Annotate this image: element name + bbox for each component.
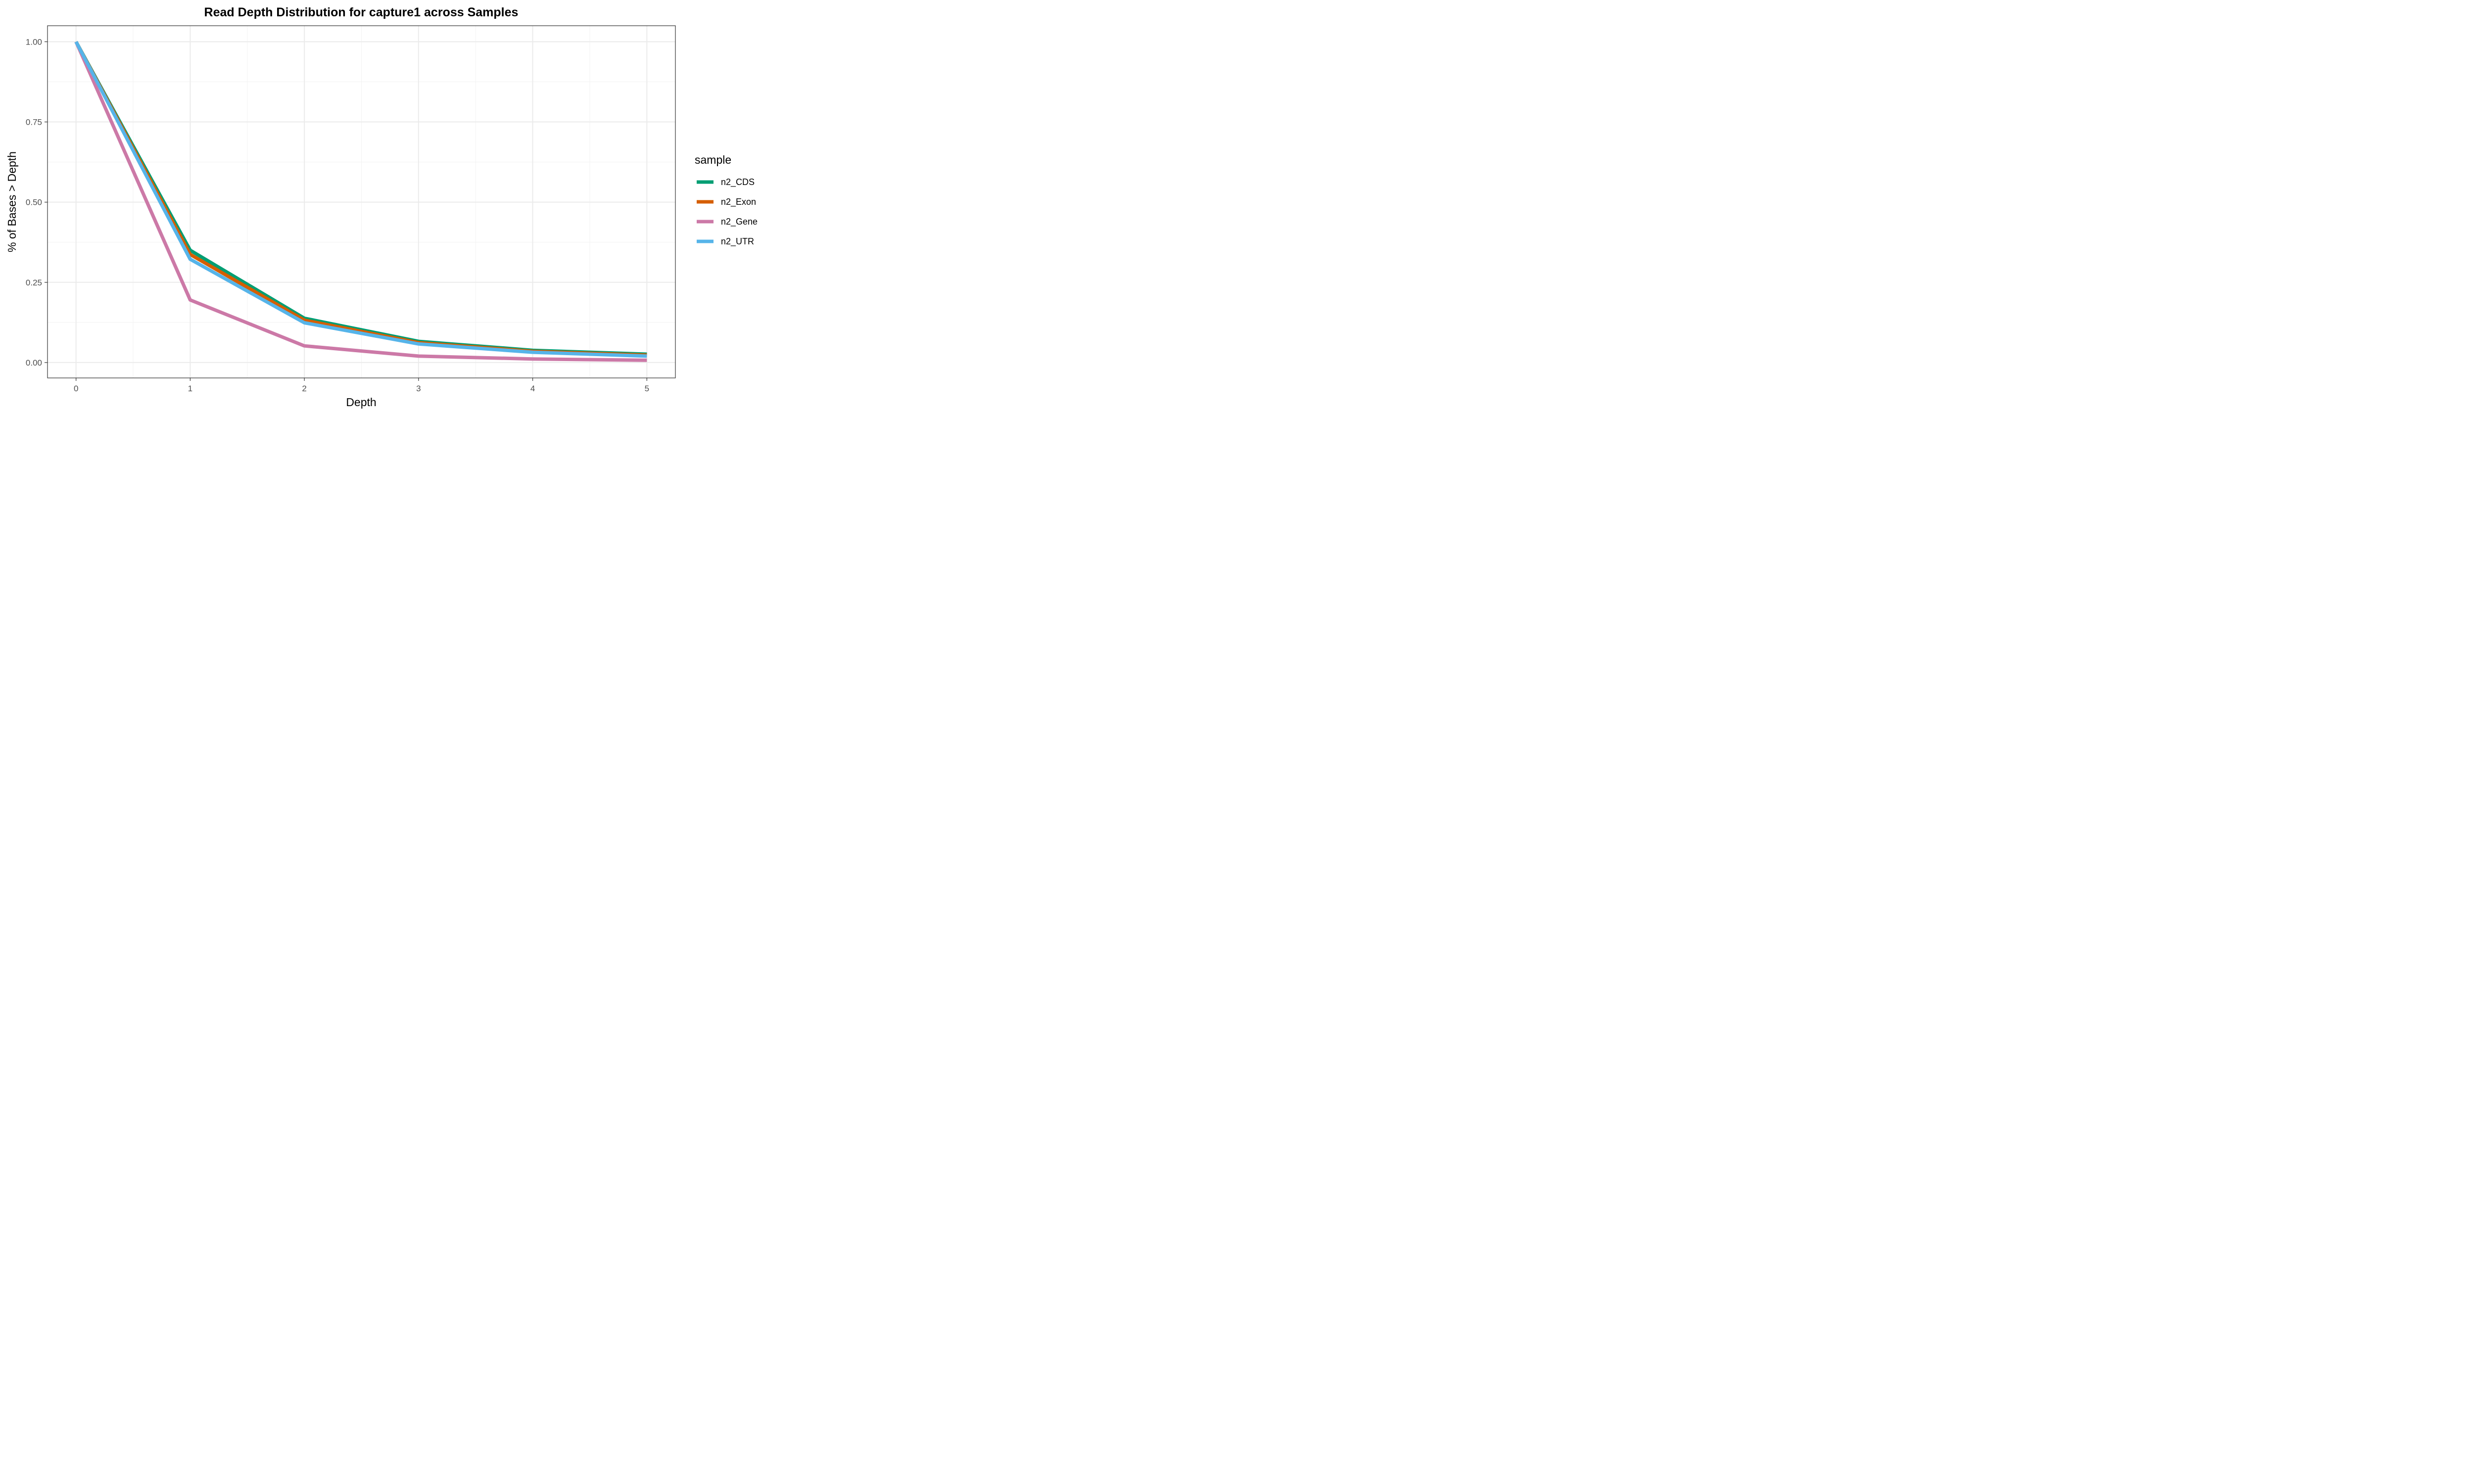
x-tick-label: 5 <box>645 384 649 393</box>
x-tick-label: 1 <box>188 384 192 393</box>
x-tick-label: 0 <box>74 384 78 393</box>
legend-items: n2_CDS n2_Exon n2_Gene n2_UTR <box>697 177 758 247</box>
x-tick-label: 2 <box>302 384 306 393</box>
y-tick-label: 0.50 <box>26 198 42 207</box>
y-tick-label: 0.75 <box>26 118 42 127</box>
major-gridlines <box>48 26 675 378</box>
x-axis: 0 1 2 3 4 5 <box>74 378 649 393</box>
legend-label-n2-cds: n2_CDS <box>721 177 755 187</box>
legend-item-n2-exon: n2_Exon <box>697 197 756 207</box>
y-tick-label: 1.00 <box>26 37 42 46</box>
legend-label-n2-gene: n2_Gene <box>721 217 758 227</box>
legend-item-n2-gene: n2_Gene <box>697 217 758 227</box>
y-tick-label: 0.25 <box>26 278 42 287</box>
legend-label-n2-exon: n2_Exon <box>721 197 756 207</box>
legend-item-n2-cds: n2_CDS <box>697 177 755 187</box>
y-axis: 0.00 0.25 0.50 0.75 1.00 <box>26 37 48 368</box>
legend-item-n2-utr: n2_UTR <box>697 236 754 247</box>
y-tick-label: 0.00 <box>26 358 42 368</box>
x-tick-label: 3 <box>416 384 421 393</box>
plot-border <box>47 25 676 378</box>
legend: sample n2_CDS n2_Exon n2_Gene n2_UTR <box>695 153 758 247</box>
legend-label-n2-utr: n2_UTR <box>721 236 754 247</box>
x-tick-label: 4 <box>530 384 535 393</box>
series-line-n2-utr <box>74 41 647 358</box>
legend-title: sample <box>695 153 731 166</box>
line-chart: Read Depth Distribution for capture1 acr… <box>5 5 758 409</box>
plot-panel <box>47 25 676 378</box>
series-lines <box>74 41 647 362</box>
y-axis-title: % of Bases > Depth <box>5 151 18 252</box>
x-axis-title: Depth <box>346 396 376 409</box>
chart-title: Read Depth Distribution for capture1 acr… <box>204 5 519 19</box>
series-line-n2-gene <box>74 41 647 362</box>
